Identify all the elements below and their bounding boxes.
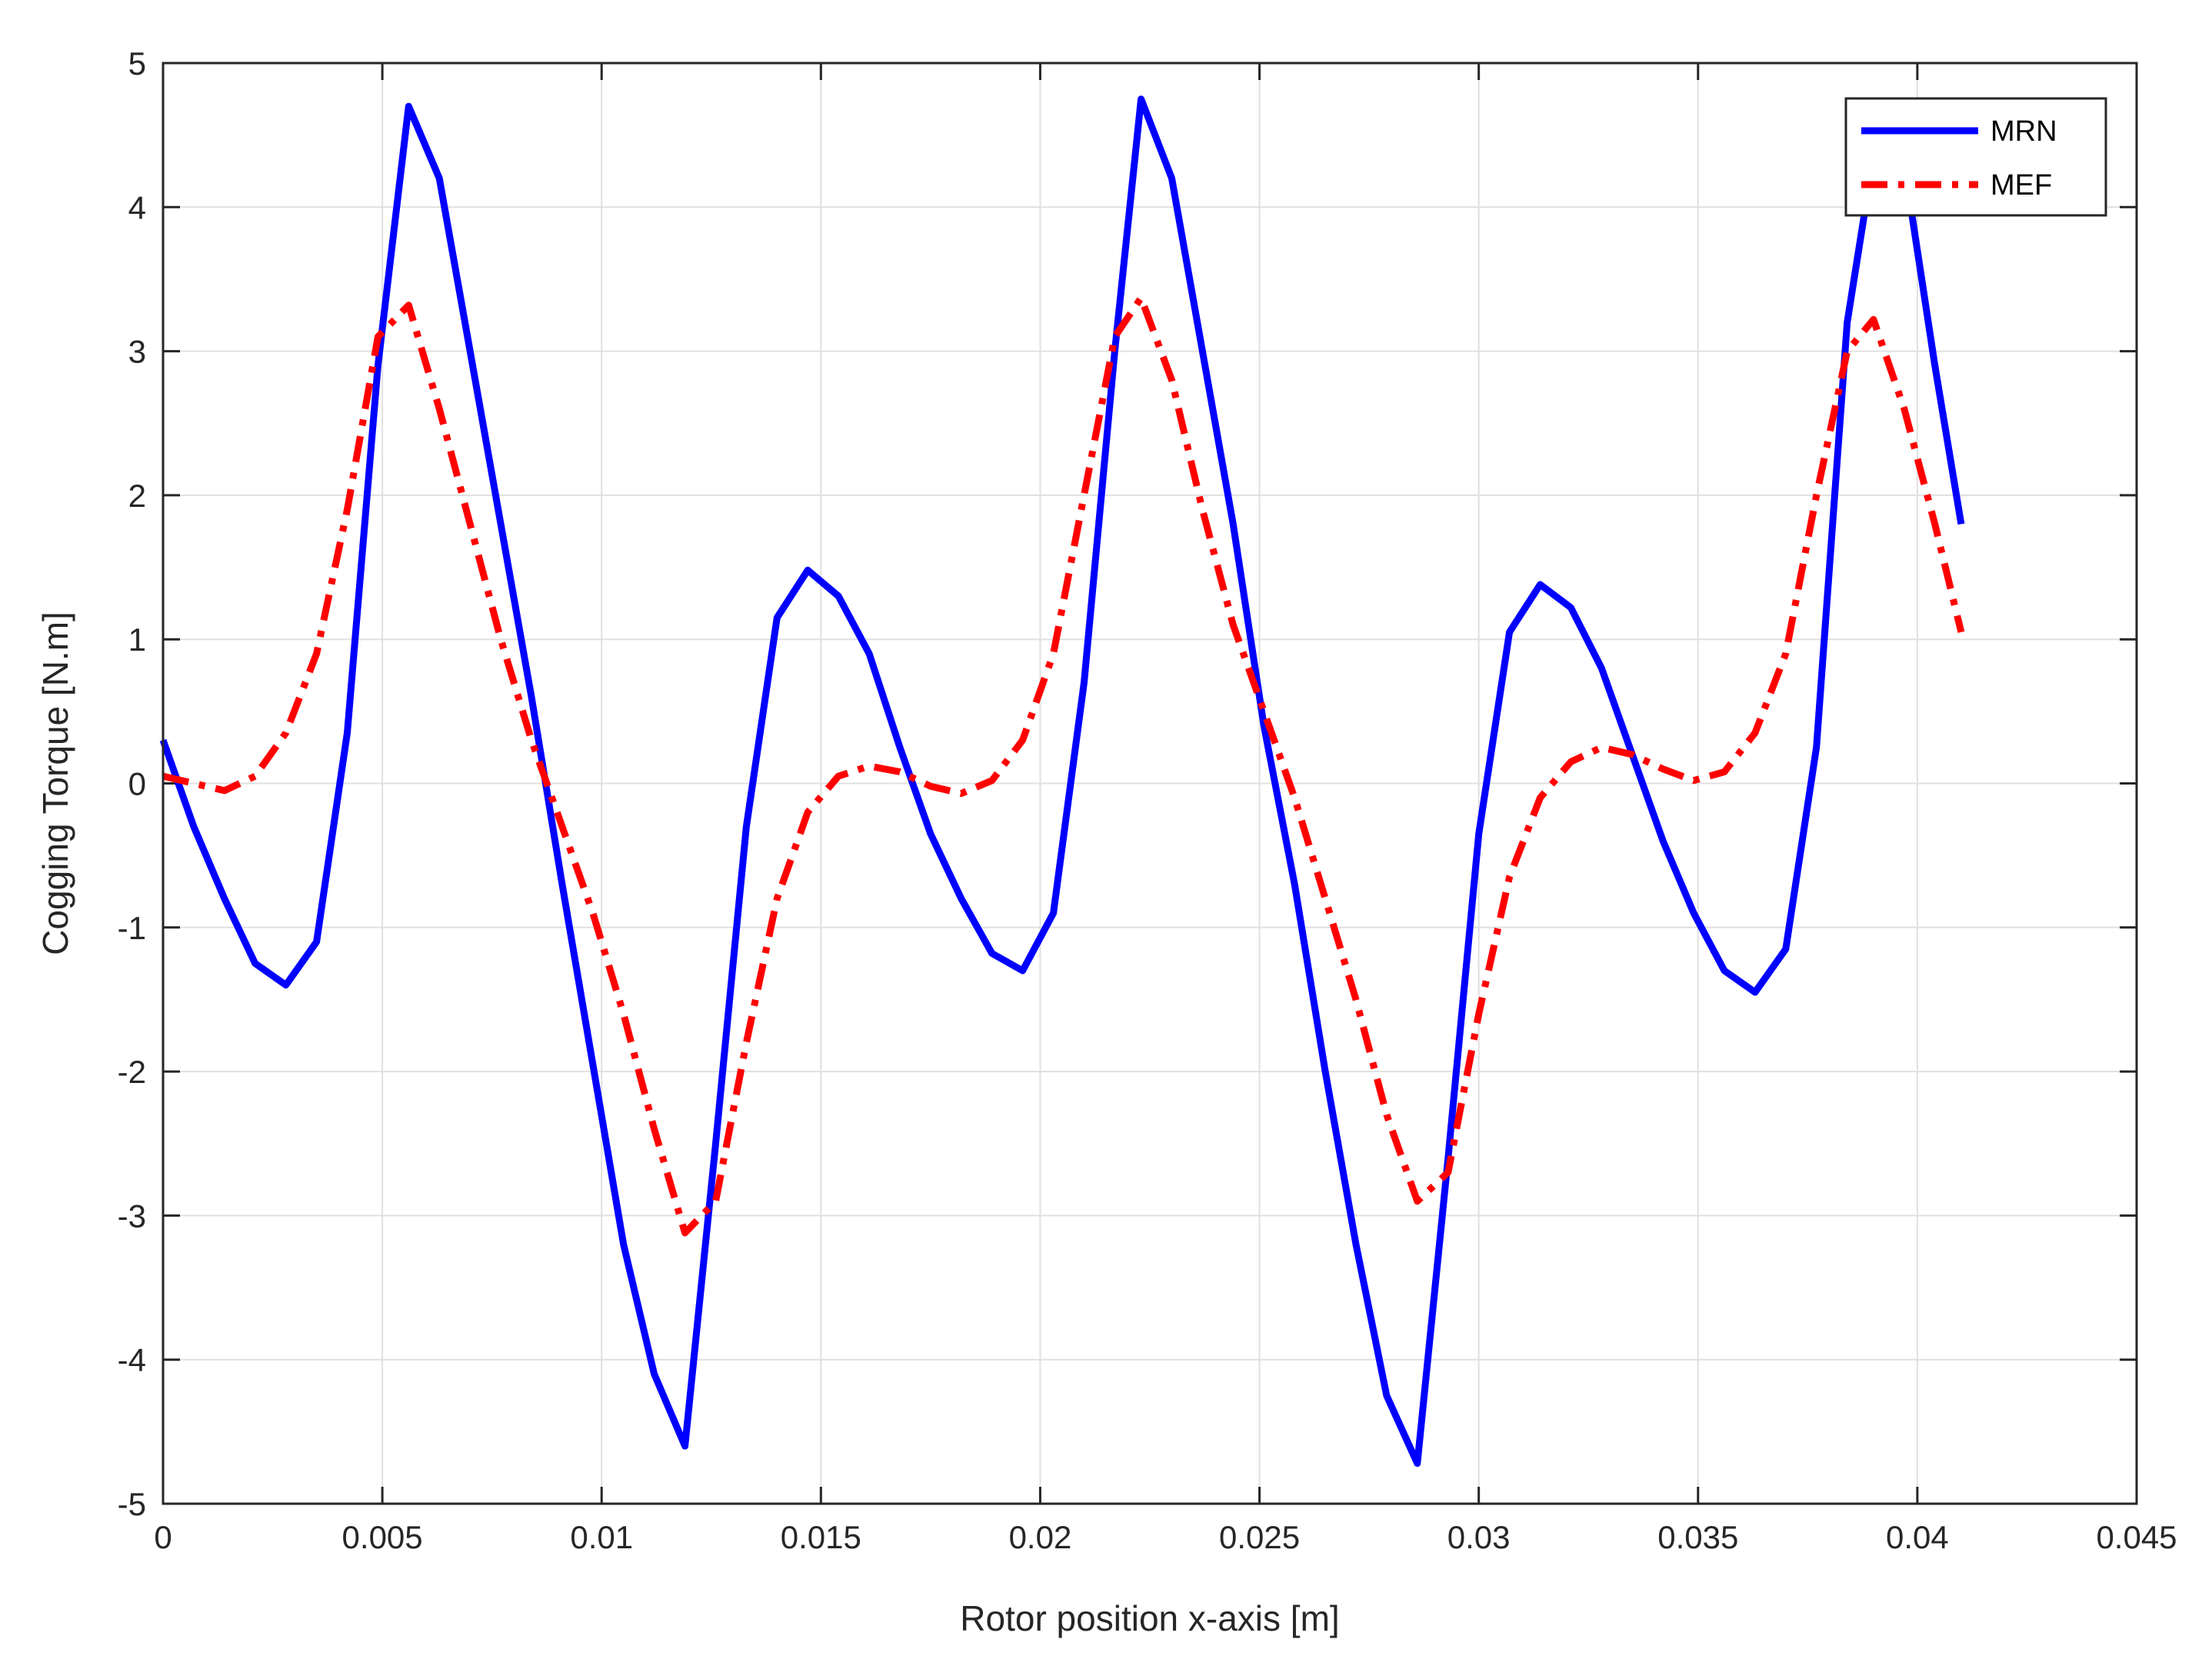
y-tick-label: -5 — [118, 1486, 146, 1522]
legend-box — [1844, 97, 2107, 217]
legend-label-mrn: MRN — [1990, 115, 2057, 148]
series-lines — [159, 95, 1965, 1468]
x-axis-label: Rotor position x-axis [m] — [960, 1598, 1339, 1638]
x-axis-ticks: 0 0.005 0.01 0.015 0.02 0.025 0.03 0.035 0.04 0.0… — [154, 63, 2177, 1555]
x-tick-label: 0.035 — [1657, 1519, 1738, 1555]
x-tick-label: 0.045 — [2096, 1519, 2177, 1555]
x-tick-label: 0 — [154, 1519, 172, 1555]
legend: MRN MEF — [1844, 97, 2107, 217]
series-line-mrn — [159, 95, 1965, 1468]
y-tick-label: 1 — [128, 621, 146, 658]
series-line-mef — [162, 294, 1965, 1237]
y-tick-label: 0 — [128, 766, 146, 802]
legend-label-mef: MEF — [1990, 169, 2052, 202]
axes-box — [162, 62, 2138, 1505]
x-tick-label: 0.04 — [1886, 1519, 1949, 1555]
y-tick-label: -1 — [118, 910, 146, 946]
y-tick-label: 4 — [128, 189, 146, 225]
x-tick-label: 0.01 — [570, 1519, 633, 1555]
x-tick-label: 0.02 — [1009, 1519, 1072, 1555]
y-tick-label: -4 — [118, 1342, 146, 1378]
y-tick-label: -3 — [118, 1198, 146, 1234]
x-tick-label: 0.03 — [1447, 1519, 1511, 1555]
x-tick-label: 0.025 — [1219, 1519, 1300, 1555]
y-tick-label: 3 — [128, 334, 146, 370]
x-tick-label: 0.005 — [342, 1519, 423, 1555]
x-tick-label: 0.015 — [781, 1519, 861, 1555]
y-tick-label: 2 — [128, 478, 146, 514]
y-tick-label: -2 — [118, 1054, 146, 1090]
y-axis-label: Cogging Torque [N.m] — [35, 611, 75, 955]
y-tick-label: 5 — [128, 45, 146, 82]
